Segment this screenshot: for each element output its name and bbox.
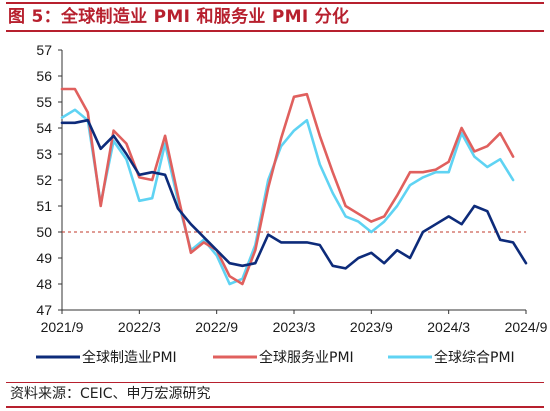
x-tick-label: 2023/9 xyxy=(350,319,393,335)
y-tick-label: 57 xyxy=(36,42,52,58)
y-tick-label: 51 xyxy=(36,198,52,214)
pmi-line-chart: 47 48 49 50 51 52 53 54 55 56 57 2021/9 2022/3 2022/… xyxy=(36,42,548,366)
x-axis-ticks: 2021/9 2022/3 2022/9 2023/3 2023/9 2024/3 2024… xyxy=(41,310,548,335)
legend-label-3: 全球综合PMI xyxy=(434,349,515,366)
legend-label-2: 全球服务业PMI xyxy=(259,349,354,366)
y-tick-label: 56 xyxy=(36,68,52,84)
y-tick-label: 47 xyxy=(36,302,52,318)
series-line-2 xyxy=(60,87,515,286)
x-tick-label: 2022/9 xyxy=(195,319,238,335)
y-tick-label: 52 xyxy=(36,172,52,188)
x-tick-label: 2021/9 xyxy=(41,319,84,335)
series-line-3 xyxy=(60,108,515,286)
x-tick-label: 2024/9 xyxy=(505,319,548,335)
source-note: 资料来源：CEIC、申万宏源研究 xyxy=(6,382,544,408)
series-line-1 xyxy=(60,118,528,270)
x-tick-label: 2024/3 xyxy=(427,319,470,335)
y-tick-label: 50 xyxy=(36,224,52,240)
x-tick-label: 2022/3 xyxy=(118,319,161,335)
legend-label-1: 全球制造业PMI xyxy=(82,349,177,366)
series-lines xyxy=(60,87,528,286)
y-tick-label: 54 xyxy=(36,120,52,136)
chart-title: 图 5：全球制造业 PMI 和服务业 PMI 分化 xyxy=(6,2,544,32)
y-tick-label: 49 xyxy=(36,250,52,266)
legend: 全球制造业PMI 全球服务业PMI 全球综合PMI xyxy=(36,349,515,366)
y-tick-label: 53 xyxy=(36,146,52,162)
y-tick-label: 48 xyxy=(36,276,52,292)
y-tick-label: 55 xyxy=(36,94,52,110)
x-tick-label: 2023/3 xyxy=(273,319,316,335)
y-axis-ticks: 47 48 49 50 51 52 53 54 55 56 57 xyxy=(36,42,62,318)
